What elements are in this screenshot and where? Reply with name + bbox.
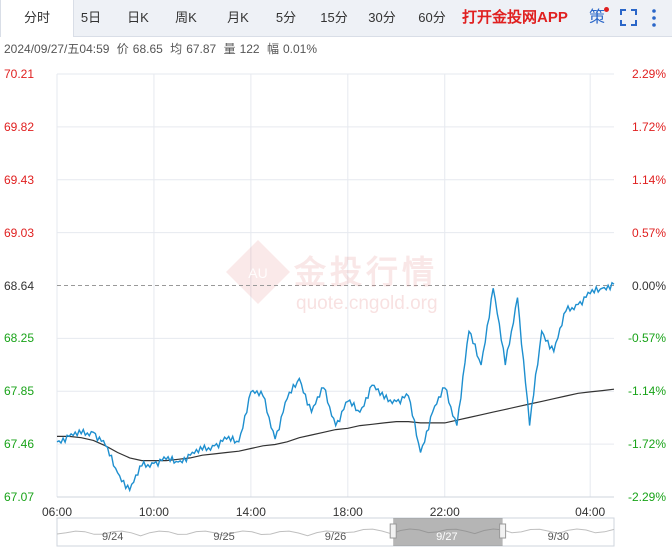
open-app-link[interactable]: 打开金投网APP (462, 9, 568, 26)
y-tick-label: 69.82 (4, 119, 35, 134)
more-vertical-icon[interactable] (650, 8, 658, 28)
navigator-selection (393, 518, 503, 546)
y-tick-label: 70.21 (4, 67, 35, 81)
strategy-button[interactable]: 策 (589, 0, 610, 36)
tab-daily-k[interactable]: 日K (127, 10, 149, 25)
y-tick-label: 67.85 (4, 384, 35, 399)
y-pct-tick-label: -0.57% (627, 331, 666, 346)
navigator-date-label[interactable]: 9/25 (213, 531, 235, 543)
x-tick-label: 22:00 (429, 505, 460, 519)
fullscreen-icon[interactable] (620, 9, 637, 26)
navigator-date-label[interactable]: 9/30 (547, 531, 570, 543)
info-volume: 122 (239, 42, 260, 56)
info-price-label: 价 (116, 42, 129, 56)
price-line (56, 281, 615, 493)
watermark-text-en: quote.cngold.org (296, 293, 438, 314)
tab-30min[interactable]: 30分 (368, 10, 396, 25)
y-tick-label: 67.07 (4, 490, 35, 504)
watermark-badge-text: AU (248, 265, 267, 281)
range-navigator (56, 517, 615, 547)
y-tick-label: 68.25 (4, 331, 35, 346)
info-volume-label: 量 (223, 42, 236, 56)
y-pct-tick-label: -2.29% (627, 490, 666, 504)
tab-intraday[interactable]: 分时 (0, 0, 74, 37)
strategy-label: 策 (589, 9, 606, 26)
y-tick-label: 67.46 (4, 437, 35, 452)
x-tick-label: 14:00 (235, 505, 266, 519)
info-datetime: 2024/09/27/五04:59 (4, 42, 110, 56)
y-pct-tick-label: -1.14% (627, 384, 666, 399)
x-tick-label: 04:00 (575, 505, 606, 519)
info-avg: 67.87 (186, 42, 217, 56)
y-tick-label: 69.43 (4, 172, 35, 187)
navigator-date-label[interactable]: 9/24 (101, 531, 124, 543)
tab-monthly-k[interactable]: 月K (227, 10, 249, 25)
y-pct-tick-label: 1.14% (631, 172, 666, 187)
tab-5min[interactable]: 5分 (275, 10, 297, 25)
navigator-drag-handle (499, 523, 507, 539)
average-price-line (57, 388, 615, 462)
tab-15min[interactable]: 15分 (320, 10, 348, 25)
navigator-date-label[interactable]: 9/26 (324, 531, 347, 543)
info-price: 68.65 (132, 42, 163, 56)
navigator-drag-handle (389, 523, 397, 539)
x-tick-label: 06:00 (41, 505, 73, 519)
y-pct-tick-label: -1.72% (627, 437, 666, 452)
tab-weekly-k[interactable]: 周K (175, 10, 197, 25)
navigator-mini-line (56, 528, 615, 537)
y-pct-tick-label: 0.00% (631, 278, 666, 293)
tab-60min[interactable]: 60分 (418, 10, 446, 25)
y-pct-tick-label: 1.72% (631, 119, 666, 134)
navigator-date-label[interactable]: 9/27 (436, 531, 458, 543)
watermark-text-cn: 金投行情 (294, 254, 439, 290)
y-tick-label: 68.64 (4, 278, 35, 293)
x-tick-label: 18:00 (332, 505, 363, 519)
quote-info-line: 2024/09/27/五04:59 价 68.65 均 67.87 量 122 幅 0.… (4, 40, 321, 56)
y-pct-tick-label: 2.29% (631, 67, 666, 81)
period-tab-bar: 分时 5日 日K 周K 月K 5分 15分 30分 60分 打开金投网APP 策 (0, 0, 672, 37)
y-pct-tick-label: 0.57% (631, 225, 666, 240)
watermark-badge: AU (226, 240, 290, 304)
tab-5day[interactable]: 5日 (80, 10, 102, 25)
notification-dot (604, 7, 610, 12)
info-change-label: 幅 (266, 42, 279, 56)
info-avg-label: 均 (170, 42, 183, 56)
info-change: 0.01% (282, 42, 317, 56)
x-tick-label: 10:00 (138, 505, 169, 519)
y-tick-label: 69.03 (4, 225, 35, 240)
